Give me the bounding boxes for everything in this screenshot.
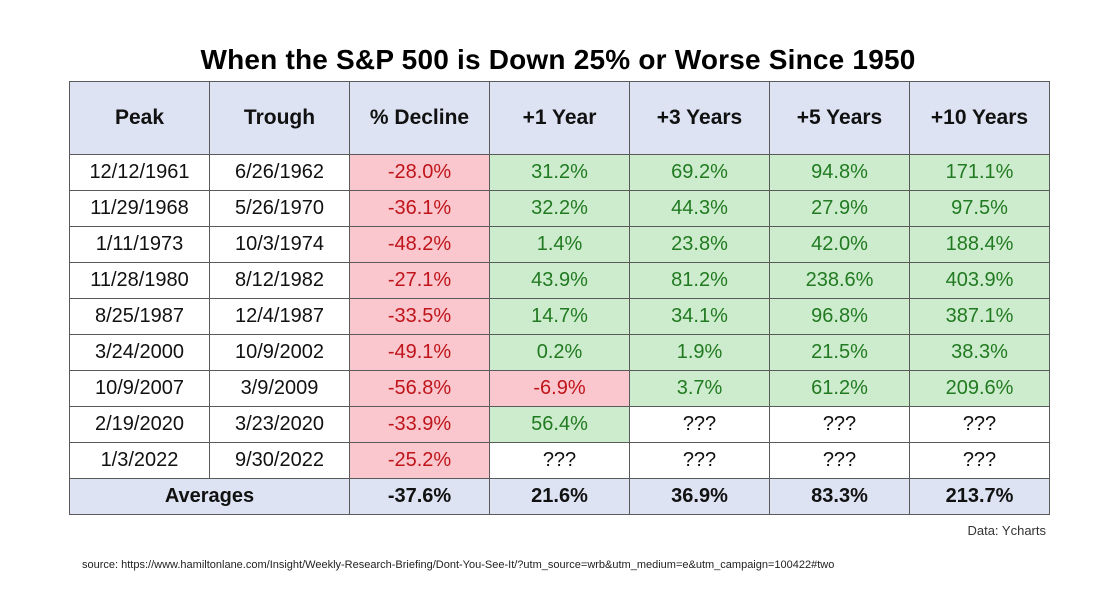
peak-cell: 1/3/2022 <box>69 442 210 479</box>
return-3-years-cell: 3.7% <box>629 370 770 407</box>
decline-cell: -48.2% <box>349 226 490 263</box>
source-url: source: https://www.hamiltonlane.com/Ins… <box>82 559 835 571</box>
return-1-year-cell: 32.2% <box>489 190 630 227</box>
decline-cell: -25.2% <box>349 442 490 479</box>
return-3-years-cell: ??? <box>629 406 770 443</box>
averages-label: Averages <box>69 478 350 515</box>
return-10-years-cell: 209.6% <box>909 370 1050 407</box>
return-3-years-cell: 1.9% <box>629 334 770 371</box>
trough-cell: 10/9/2002 <box>209 334 350 371</box>
return-1-year-cell: 43.9% <box>489 262 630 299</box>
peak-cell: 10/9/2007 <box>69 370 210 407</box>
column-header-decline: % Decline <box>349 81 490 155</box>
decline-cell: -56.8% <box>349 370 490 407</box>
return-5-years-cell: 238.6% <box>769 262 910 299</box>
trough-cell: 12/4/1987 <box>209 298 350 335</box>
average-decline: -37.6% <box>349 478 490 515</box>
return-1-year-cell: 1.4% <box>489 226 630 263</box>
trough-cell: 10/3/1974 <box>209 226 350 263</box>
table-row: 11/29/1968 5/26/1970 -36.1% 32.2% 44.3% 27.9%… <box>69 190 1050 227</box>
return-5-years-cell: 27.9% <box>769 190 910 227</box>
trough-cell: 8/12/1982 <box>209 262 350 299</box>
return-10-years-cell: ??? <box>909 442 1050 479</box>
peak-cell: 12/12/1961 <box>69 154 210 191</box>
return-3-years-cell: 69.2% <box>629 154 770 191</box>
trough-cell: 6/26/1962 <box>209 154 350 191</box>
table-row: 12/12/1961 6/26/1962 -28.0% 31.2% 69.2% 94.8%… <box>69 154 1050 191</box>
return-10-years-cell: 171.1% <box>909 154 1050 191</box>
data-credit: Data: Ycharts <box>967 523 1046 538</box>
table-row: 8/25/1987 12/4/1987 -33.5% 14.7% 34.1% 96.8% 3… <box>69 298 1050 335</box>
return-5-years-cell: 42.0% <box>769 226 910 263</box>
column-header-10-years: +10 Years <box>909 81 1050 155</box>
return-1-year-cell: 0.2% <box>489 334 630 371</box>
return-1-year-cell: ??? <box>489 442 630 479</box>
peak-cell: 11/29/1968 <box>69 190 210 227</box>
return-5-years-cell: 96.8% <box>769 298 910 335</box>
trough-cell: 3/9/2009 <box>209 370 350 407</box>
table-row: 1/3/2022 9/30/2022 -25.2%???????????? <box>69 442 1050 479</box>
chart-title: When the S&P 500 is Down 25% or Worse Si… <box>200 44 916 75</box>
header-row: Peak Trough % Decline +1 Year +3 Years +… <box>69 81 1050 155</box>
trough-cell: 9/30/2022 <box>209 442 350 479</box>
peak-cell: 11/28/1980 <box>69 262 210 299</box>
trough-cell: 3/23/2020 <box>209 406 350 443</box>
table-row: 2/19/2020 3/23/2020 -33.9% 56.4%????????? <box>69 406 1050 443</box>
decline-cell: -36.1% <box>349 190 490 227</box>
return-5-years-cell: ??? <box>769 406 910 443</box>
peak-cell: 1/11/1973 <box>69 226 210 263</box>
table-row: 3/24/2000 10/9/2002 -49.1% 0.2% 1.9% 21.5% 38.… <box>69 334 1050 371</box>
averages-row: Averages -37.6% 21.6% 36.9% 83.3% 213.7% <box>69 478 1050 515</box>
average-1-year: 21.6% <box>489 478 630 515</box>
decline-cell: -33.5% <box>349 298 490 335</box>
return-10-years-cell: 38.3% <box>909 334 1050 371</box>
return-3-years-cell: ??? <box>629 442 770 479</box>
trough-cell: 5/26/1970 <box>209 190 350 227</box>
return-3-years-cell: 81.2% <box>629 262 770 299</box>
average-10-years: 213.7% <box>909 478 1050 515</box>
column-header-peak: Peak <box>69 81 210 155</box>
column-header-5-years: +5 Years <box>769 81 910 155</box>
table-row: 1/11/1973 10/3/1974 -48.2% 1.4% 23.8% 42.0% 18… <box>69 226 1050 263</box>
column-header-trough: Trough <box>209 81 350 155</box>
decline-cell: -28.0% <box>349 154 490 191</box>
column-header-1-year: +1 Year <box>489 81 630 155</box>
return-10-years-cell: 97.5% <box>909 190 1050 227</box>
column-header-3-years: +3 Years <box>629 81 770 155</box>
peak-cell: 3/24/2000 <box>69 334 210 371</box>
average-5-years: 83.3% <box>769 478 910 515</box>
return-10-years-cell: 387.1% <box>909 298 1050 335</box>
return-1-year-cell: 31.2% <box>489 154 630 191</box>
return-3-years-cell: 23.8% <box>629 226 770 263</box>
return-10-years-cell: 403.9% <box>909 262 1050 299</box>
decline-cell: -49.1% <box>349 334 490 371</box>
return-5-years-cell: ??? <box>769 442 910 479</box>
average-3-years: 36.9% <box>629 478 770 515</box>
returns-table: Peak Trough % Decline +1 Year +3 Years +… <box>69 81 1050 515</box>
decline-cell: -27.1% <box>349 262 490 299</box>
return-3-years-cell: 34.1% <box>629 298 770 335</box>
return-10-years-cell: 188.4% <box>909 226 1050 263</box>
table-row: 10/9/2007 3/9/2009 -56.8% -6.9% 3.7% 61.2% 209… <box>69 370 1050 407</box>
return-1-year-cell: 56.4% <box>489 406 630 443</box>
return-5-years-cell: 21.5% <box>769 334 910 371</box>
return-10-years-cell: ??? <box>909 406 1050 443</box>
return-1-year-cell: -6.9% <box>489 370 630 407</box>
peak-cell: 2/19/2020 <box>69 406 210 443</box>
return-1-year-cell: 14.7% <box>489 298 630 335</box>
return-5-years-cell: 94.8% <box>769 154 910 191</box>
table-row: 11/28/1980 8/12/1982 -27.1% 43.9% 81.2% 238.6… <box>69 262 1050 299</box>
return-3-years-cell: 44.3% <box>629 190 770 227</box>
return-5-years-cell: 61.2% <box>769 370 910 407</box>
decline-cell: -33.9% <box>349 406 490 443</box>
peak-cell: 8/25/1987 <box>69 298 210 335</box>
